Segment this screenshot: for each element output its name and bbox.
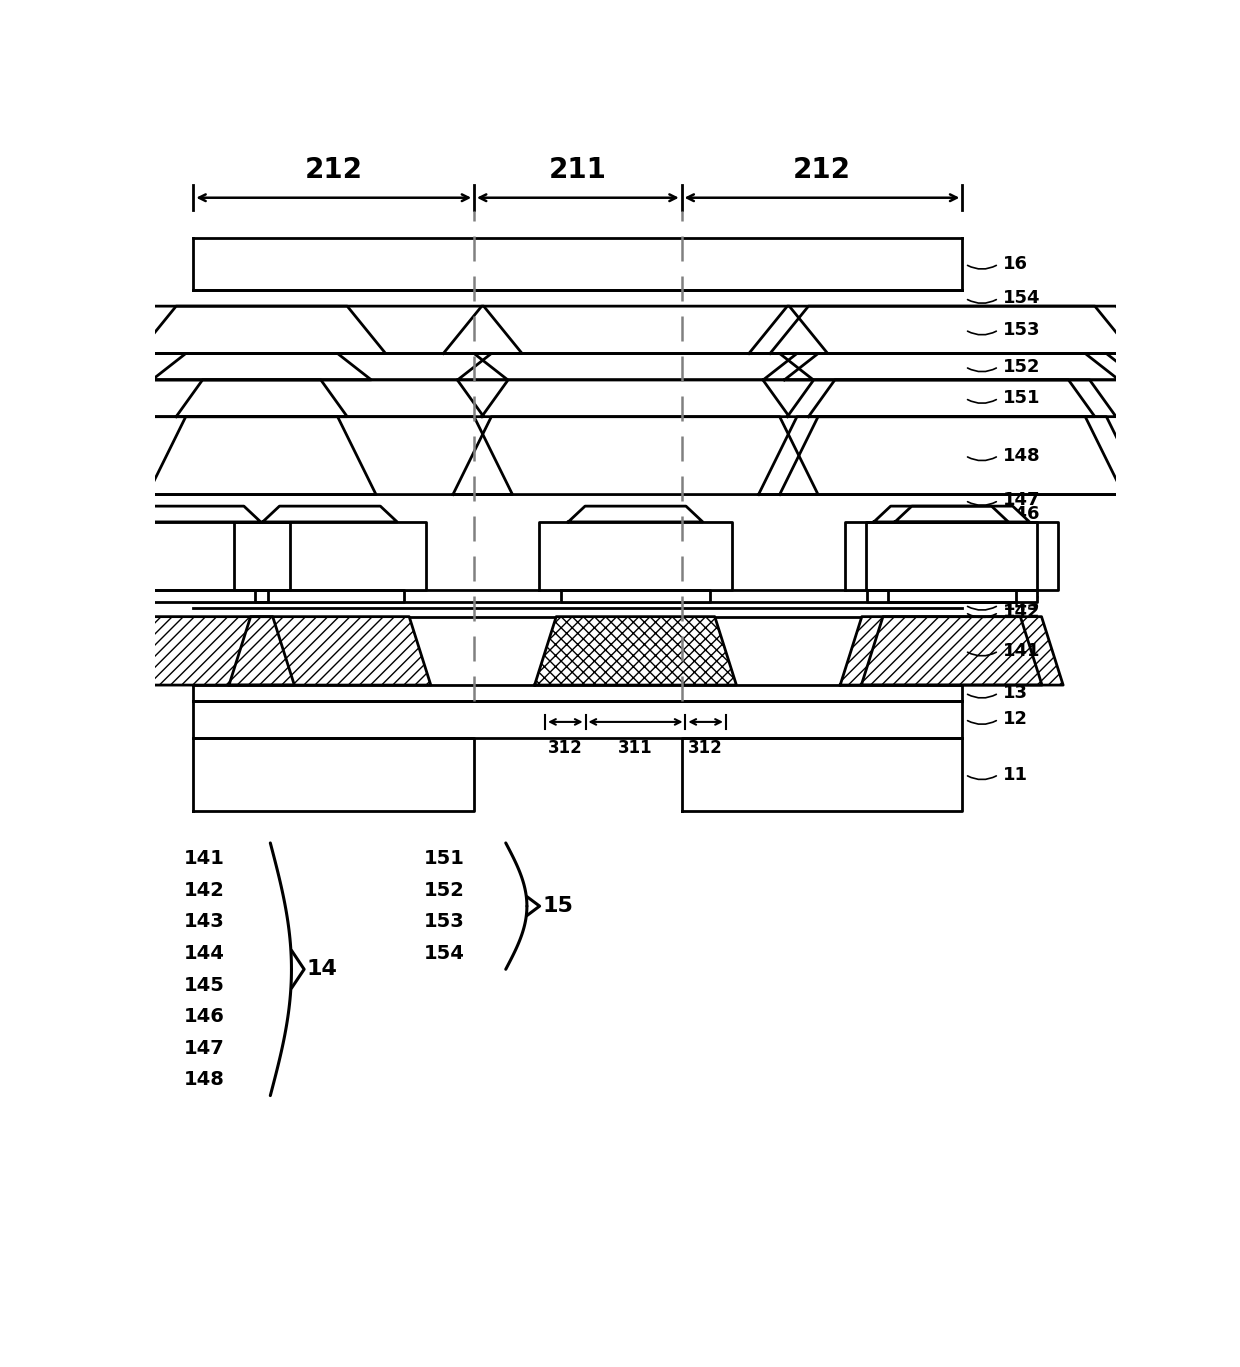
Polygon shape <box>193 212 962 812</box>
Polygon shape <box>481 380 789 417</box>
Polygon shape <box>770 306 1154 354</box>
Polygon shape <box>97 522 290 591</box>
Text: 12: 12 <box>1003 711 1028 729</box>
Polygon shape <box>764 354 1118 380</box>
Polygon shape <box>176 380 484 417</box>
Text: 147: 147 <box>1003 491 1040 510</box>
Text: 14: 14 <box>306 960 337 979</box>
Polygon shape <box>867 591 1016 601</box>
Text: 212: 212 <box>792 156 851 185</box>
Polygon shape <box>841 617 1042 685</box>
Text: 142: 142 <box>1003 603 1040 622</box>
Polygon shape <box>234 522 427 591</box>
Text: 144: 144 <box>1003 588 1040 606</box>
Text: 153: 153 <box>1003 321 1040 339</box>
Polygon shape <box>255 591 404 601</box>
Polygon shape <box>749 306 1133 354</box>
Polygon shape <box>126 506 260 522</box>
Polygon shape <box>808 380 1116 417</box>
Polygon shape <box>888 591 1037 601</box>
Text: 152: 152 <box>424 880 465 899</box>
Polygon shape <box>153 354 507 380</box>
Polygon shape <box>148 417 512 495</box>
Text: 312: 312 <box>688 738 723 757</box>
Polygon shape <box>895 506 1029 522</box>
Polygon shape <box>444 306 828 354</box>
Text: 148: 148 <box>184 1070 224 1089</box>
Polygon shape <box>682 738 962 812</box>
Polygon shape <box>11 417 376 495</box>
Polygon shape <box>874 506 1008 522</box>
Polygon shape <box>458 354 813 380</box>
Text: 141: 141 <box>184 849 224 868</box>
Text: 312: 312 <box>548 738 583 757</box>
Text: 154: 154 <box>424 945 465 962</box>
Polygon shape <box>787 380 1095 417</box>
Text: 152: 152 <box>1003 358 1040 376</box>
Polygon shape <box>138 306 522 354</box>
Polygon shape <box>193 701 962 738</box>
Text: 15: 15 <box>542 897 573 916</box>
Polygon shape <box>539 522 732 591</box>
Text: 13: 13 <box>1003 684 1028 703</box>
Text: 142: 142 <box>184 880 224 899</box>
Polygon shape <box>119 591 268 601</box>
Text: 144: 144 <box>184 945 224 962</box>
Text: 143: 143 <box>184 912 224 931</box>
Polygon shape <box>785 354 1140 380</box>
Polygon shape <box>560 591 711 601</box>
Polygon shape <box>862 617 1063 685</box>
Text: 16: 16 <box>1003 256 1028 273</box>
Text: 143: 143 <box>1003 596 1040 614</box>
Polygon shape <box>759 417 1123 495</box>
Text: 146: 146 <box>184 1007 224 1027</box>
Text: 153: 153 <box>424 912 465 931</box>
Polygon shape <box>866 522 1058 591</box>
Text: 145: 145 <box>1003 547 1040 565</box>
Polygon shape <box>263 506 397 522</box>
Polygon shape <box>568 506 703 522</box>
Polygon shape <box>844 522 1037 591</box>
Text: 11: 11 <box>1003 766 1028 783</box>
Text: 151: 151 <box>1003 390 1040 407</box>
Text: 148: 148 <box>1003 447 1040 465</box>
Text: 311: 311 <box>619 738 652 757</box>
Text: 146: 146 <box>1003 504 1040 524</box>
Text: 141: 141 <box>1003 642 1040 660</box>
Polygon shape <box>1 306 386 354</box>
Polygon shape <box>193 738 474 812</box>
Text: 147: 147 <box>184 1039 224 1058</box>
Polygon shape <box>453 417 818 495</box>
Polygon shape <box>780 417 1145 495</box>
Polygon shape <box>229 617 430 685</box>
Polygon shape <box>16 354 371 380</box>
Text: 154: 154 <box>1003 290 1040 308</box>
Polygon shape <box>534 617 737 685</box>
Text: 212: 212 <box>305 156 363 185</box>
Text: 211: 211 <box>549 156 606 185</box>
Polygon shape <box>93 617 294 685</box>
Text: 151: 151 <box>424 849 465 868</box>
Text: 145: 145 <box>184 976 224 995</box>
Polygon shape <box>193 238 962 290</box>
Polygon shape <box>40 380 347 417</box>
